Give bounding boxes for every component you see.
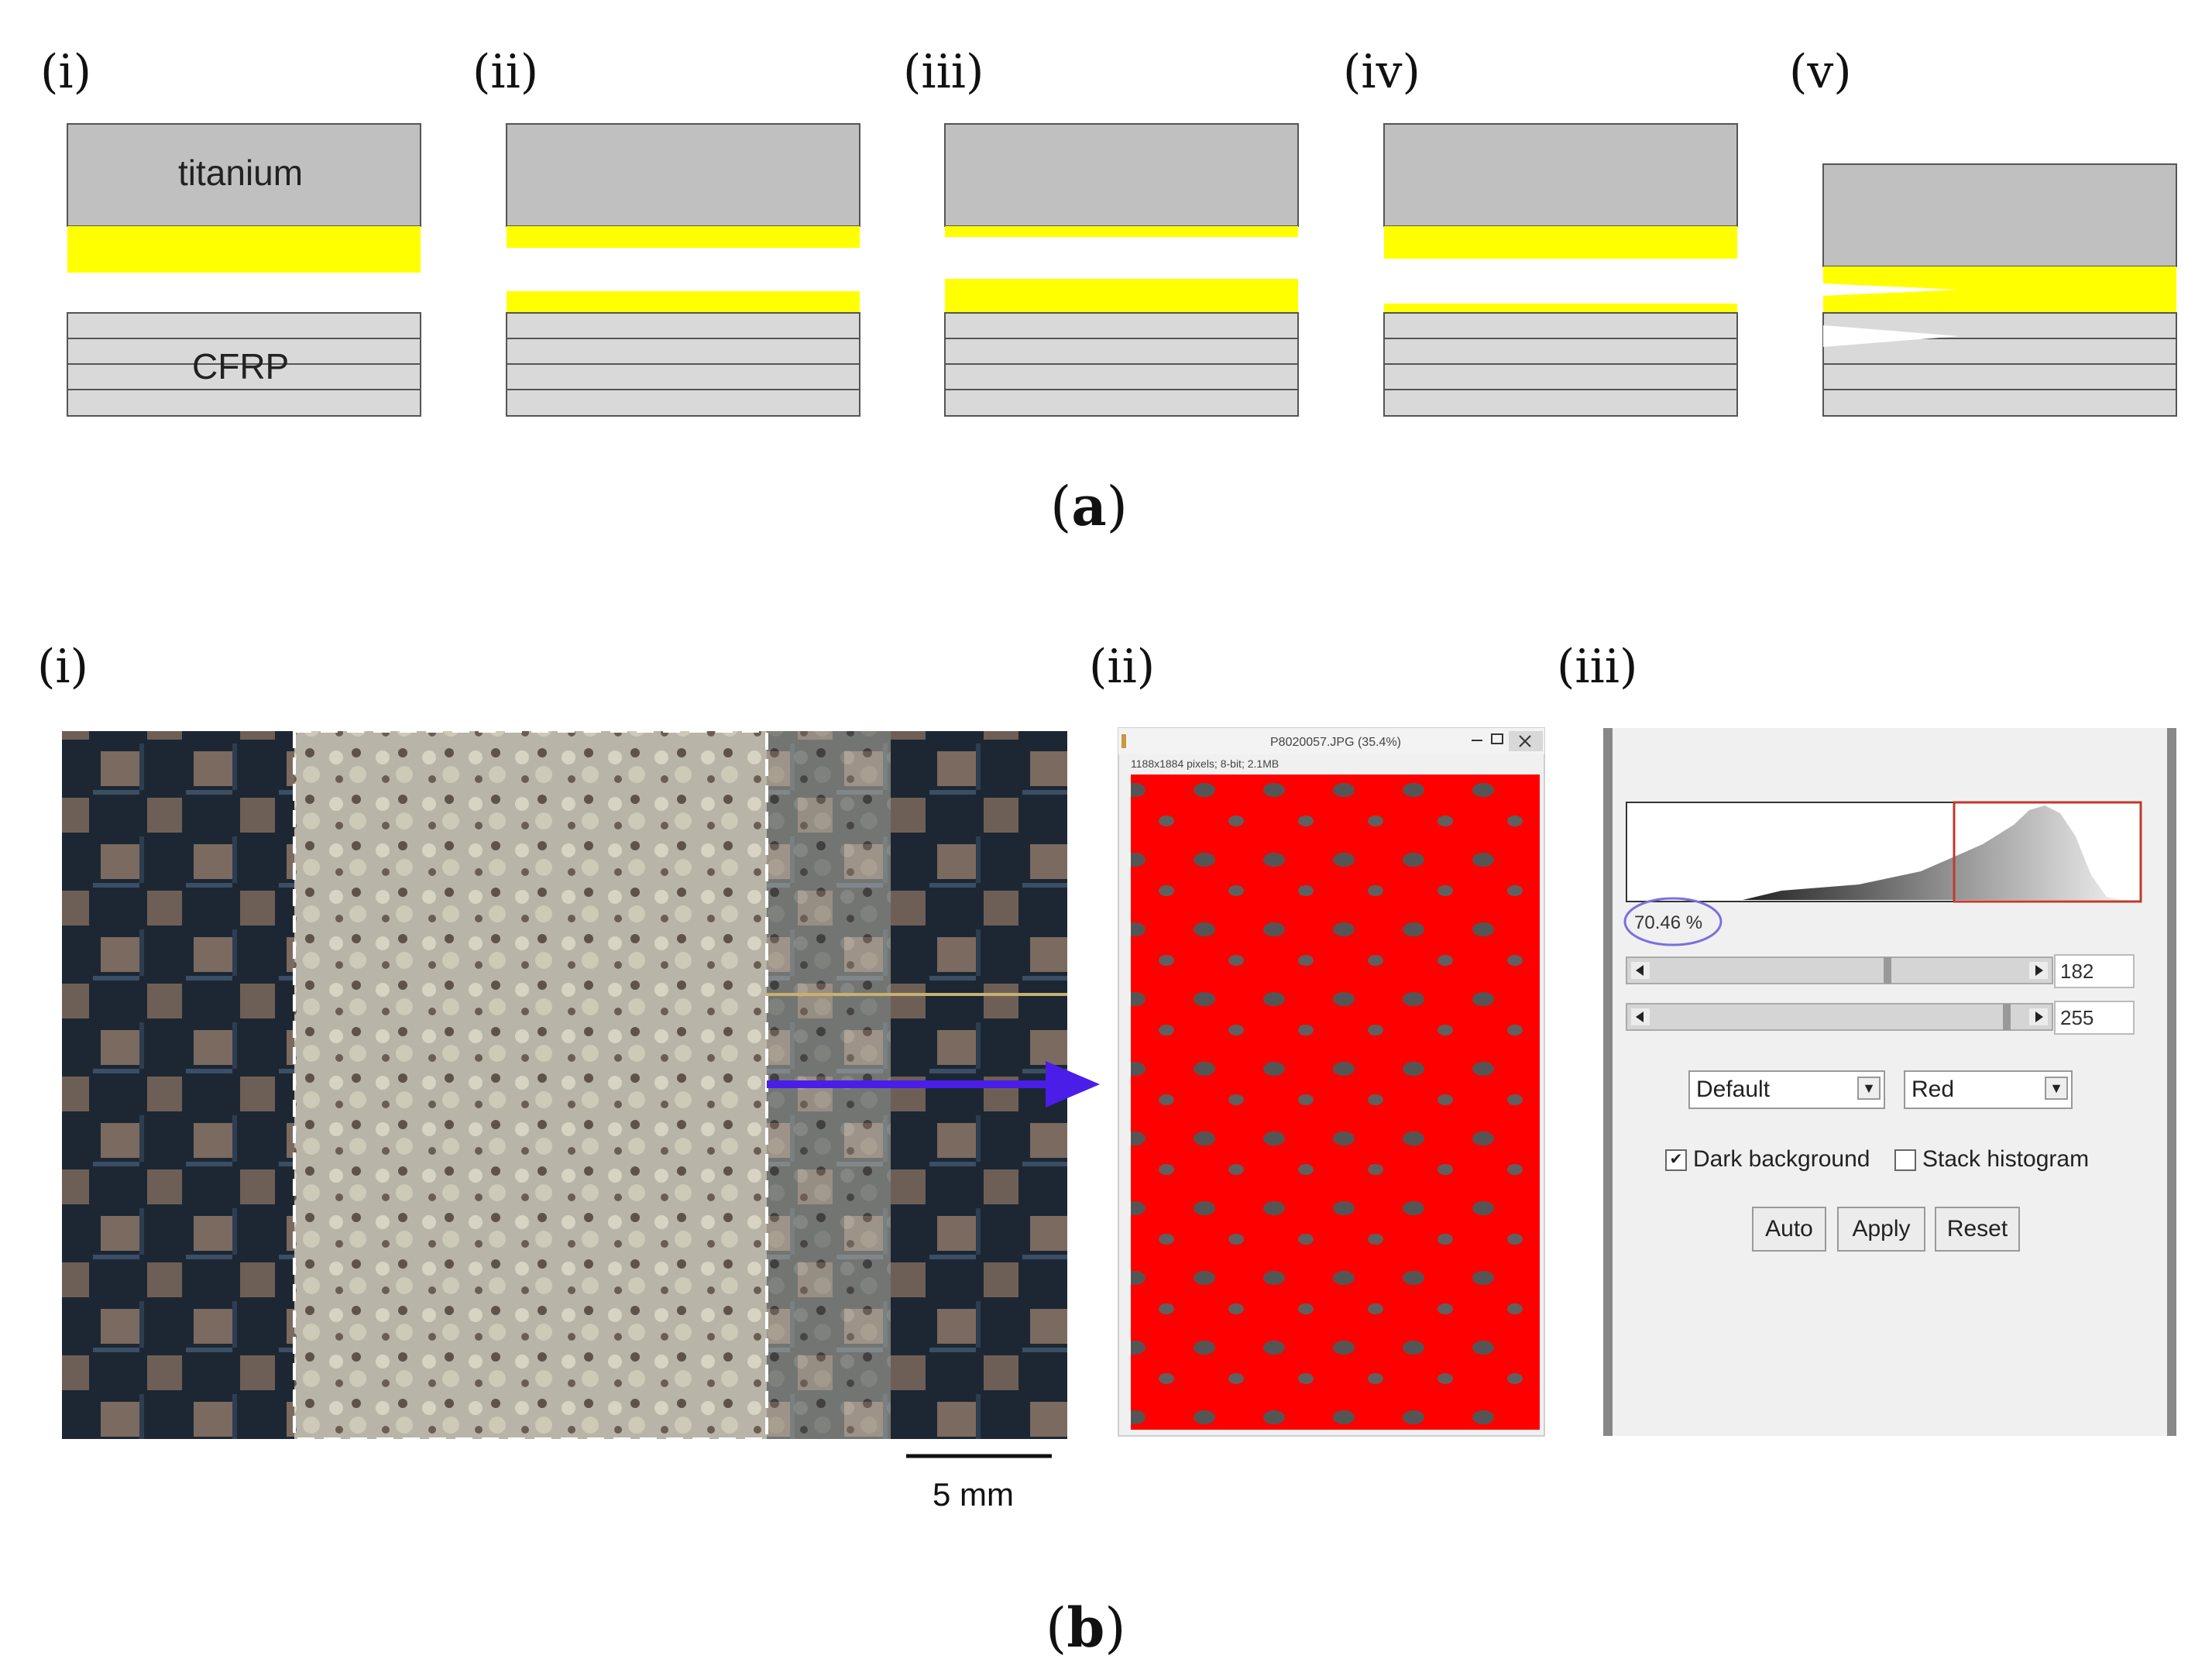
- sublabel-a-i: (i): [40, 45, 92, 99]
- titanium-plate: [506, 123, 860, 227]
- cfrp-laminate: [944, 312, 1299, 417]
- display-select[interactable]: Red ▼: [1904, 1070, 2073, 1109]
- adhesive-layer-upper: [945, 226, 1298, 237]
- checkbox-empty-icon: [1894, 1149, 1916, 1172]
- dark-background-label: Dark background: [1693, 1146, 1870, 1172]
- imagej-image-window: [1118, 727, 1545, 1437]
- max-slider-thumb[interactable]: [2003, 1004, 2011, 1030]
- schematic-iv: [1383, 123, 1738, 417]
- titanium-plate: [944, 123, 1299, 227]
- fracture-surface-photo: [62, 730, 1067, 1441]
- method-select-value: Default: [1696, 1077, 1771, 1102]
- method-select[interactable]: Default ▼: [1688, 1070, 1885, 1109]
- histogram-distribution: [1743, 805, 2122, 900]
- scale-bar-label: 5 mm: [933, 1476, 1014, 1513]
- crack-wedge-adhesive: [1823, 283, 1960, 296]
- sublabel-b-ii: (ii): [1089, 640, 1156, 694]
- cfrp-laminate: [1822, 312, 2177, 417]
- threshold-percentage: 70.46 %: [1634, 912, 1703, 933]
- stack-histogram-label: Stack histogram: [1922, 1146, 2090, 1172]
- checkbox-checked-icon: ✔: [1665, 1149, 1687, 1172]
- adhesive-layer-upper: [507, 226, 860, 248]
- reset-button[interactable]: Reset: [1935, 1207, 2020, 1252]
- schematic-i: [67, 123, 421, 417]
- maximize-icon[interactable]: [1491, 733, 1503, 744]
- chevron-down-icon: ▼: [1857, 1077, 1881, 1100]
- schematic-v: [1822, 163, 2177, 417]
- adhesive-layer: [67, 226, 421, 273]
- titanium-label: titanium: [178, 153, 304, 193]
- adhesive-layer-upper: [1384, 226, 1737, 259]
- cfrp-laminate: [67, 312, 421, 417]
- dark-background-checkbox[interactable]: ✔ Dark background: [1665, 1146, 1870, 1173]
- arrow-icon: [767, 1061, 1100, 1108]
- titanium-plate: [67, 123, 421, 227]
- cfrp-laminate: [1383, 312, 1738, 417]
- titanium-plate: [1383, 123, 1738, 227]
- chevron-down-icon: ▼: [2045, 1077, 2068, 1100]
- min-slider-thumb[interactable]: [1884, 957, 1891, 984]
- threshold-range-marker: [1953, 801, 2142, 903]
- max-threshold-slider[interactable]: [1626, 1003, 2053, 1031]
- adhesive-layer-lower: [1384, 304, 1737, 313]
- imagej-logo-icon: [1121, 734, 1126, 748]
- apply-button[interactable]: Apply: [1837, 1207, 1925, 1252]
- caption-b: (b): [1046, 1595, 1126, 1660]
- cfrp-laminate: [506, 312, 860, 417]
- display-select-value: Red: [1911, 1077, 1955, 1102]
- min-threshold-slider[interactable]: [1626, 956, 2053, 984]
- auto-button[interactable]: Auto: [1752, 1207, 1826, 1252]
- thresholded-image[interactable]: [1131, 774, 1540, 1430]
- sublabel-b-i: (i): [37, 640, 89, 694]
- sublabel-a-ii: (ii): [472, 45, 539, 99]
- adhesive-layer-lower: [945, 279, 1298, 313]
- sublabel-a-iii: (iii): [903, 45, 984, 99]
- sublabel-a-iv: (iv): [1343, 45, 1420, 99]
- highlight-ellipse: [1623, 897, 1723, 946]
- sublabel-b-iii: (iii): [1557, 640, 1638, 694]
- caption-a: (a): [1050, 474, 1128, 538]
- dialog-right-border: [2167, 728, 2176, 1436]
- min-value-field[interactable]: 182: [2054, 954, 2135, 988]
- adhesive-layer-lower: [507, 291, 860, 313]
- schematic-iii: [944, 123, 1299, 417]
- titanium-plate: [1822, 163, 2177, 267]
- max-value-field[interactable]: 255: [2054, 1001, 2135, 1035]
- stack-histogram-checkbox[interactable]: Stack histogram: [1894, 1146, 2089, 1173]
- cfrp-label: CFRP: [192, 346, 290, 386]
- dialog-left-border: [1603, 728, 1613, 1436]
- sublabel-a-v: (v): [1789, 45, 1852, 99]
- image-window-title: P8020057.JPG (35.4%): [1270, 736, 1401, 749]
- crack-wedge-cfrp: [1823, 325, 1960, 347]
- schematic-ii: [506, 123, 860, 417]
- image-window-info: 1188x1884 pixels; 8-bit; 2.1MB: [1131, 757, 1279, 770]
- bonded-area: [294, 731, 767, 1439]
